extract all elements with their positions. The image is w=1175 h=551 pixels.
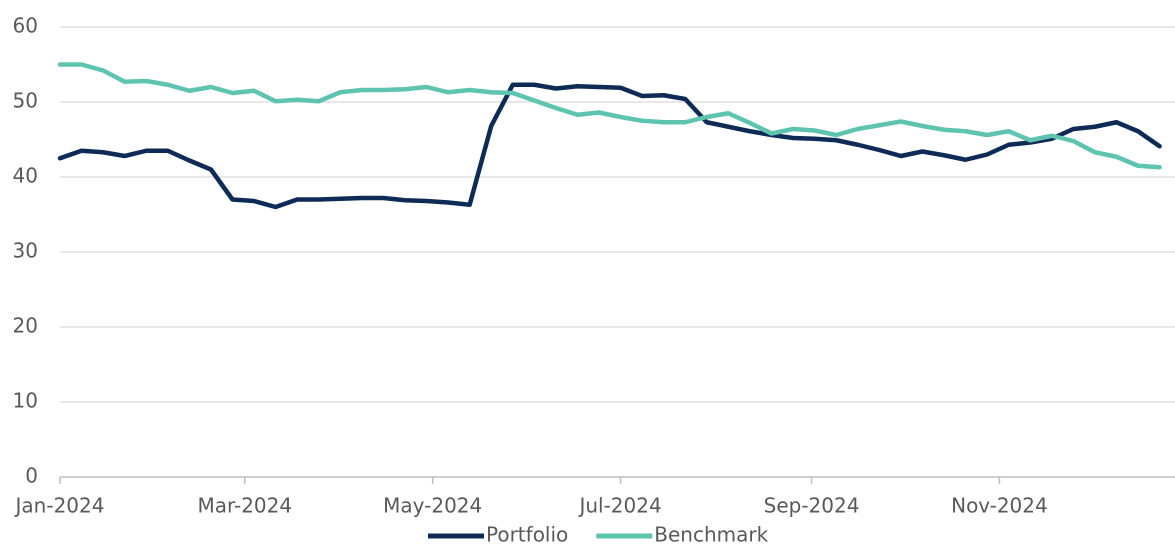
y-tick-label: 60 — [13, 14, 38, 38]
series-line — [57, 62, 1162, 170]
x-tick-label: Jan-2024 — [14, 494, 105, 518]
y-tick-label: 10 — [13, 389, 38, 413]
legend: Portfolio Benchmark — [428, 523, 769, 547]
x-tick-label: Sep-2024 — [764, 494, 860, 518]
y-tick-label: 30 — [13, 239, 38, 263]
x-tick-label: Nov-2024 — [951, 494, 1048, 518]
y-tick-label: 20 — [13, 314, 38, 338]
x-tick-label: May-2024 — [383, 494, 482, 518]
series-line — [57, 82, 1162, 210]
legend-label: Portfolio — [486, 523, 568, 547]
y-tick-label: 50 — [13, 89, 38, 113]
x-tick-label: Jul-2024 — [577, 494, 661, 518]
y-tick-label: 0 — [25, 464, 38, 488]
legend-label: Benchmark — [654, 523, 768, 547]
y-tick-label: 40 — [13, 164, 38, 188]
x-tick-label: Mar-2024 — [198, 494, 293, 518]
